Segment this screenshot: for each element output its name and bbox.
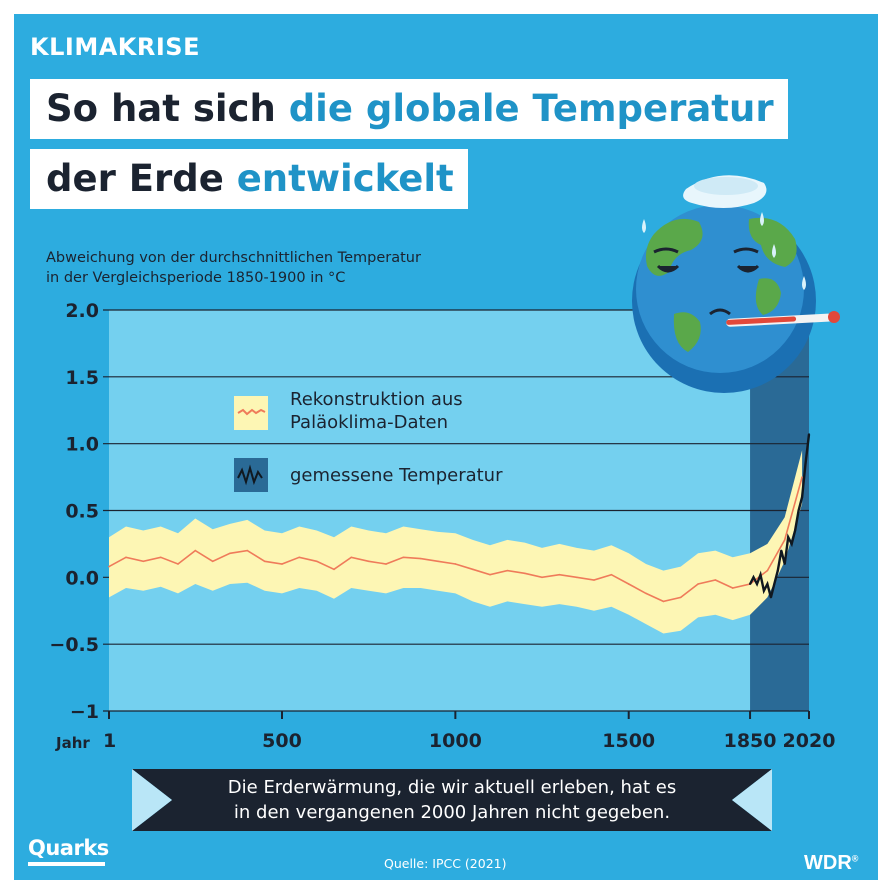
reconstruction-line xyxy=(108,476,803,603)
x-tick-label: 500 xyxy=(262,730,302,752)
measured-point xyxy=(752,576,755,579)
headline-line-1-plain: So hat sich xyxy=(46,87,289,130)
banner-tip-left xyxy=(132,769,172,831)
sweat-drops-icon xyxy=(642,212,806,290)
measured-point xyxy=(801,496,804,499)
temperature-chart: 2.01.51.00.50.0−0.5−1 Jahr 1 500 1000 1500 18… xyxy=(49,175,840,752)
legend-label-measured: gemessene Temperatur xyxy=(290,465,503,486)
y-tick-label: 1.0 xyxy=(65,434,99,456)
measured-point xyxy=(773,583,776,586)
y-tick-label: 0.0 xyxy=(65,567,99,589)
measured-point xyxy=(787,536,790,539)
banner-shape xyxy=(132,769,772,831)
y-tick-label: 1.5 xyxy=(65,367,99,389)
measured-point xyxy=(783,562,786,565)
sick-earth-illustration xyxy=(632,175,840,393)
y-tick-label: 2.0 xyxy=(65,300,99,322)
y-tick-label: 0.5 xyxy=(65,501,99,523)
measured-point xyxy=(749,583,752,586)
y-tick-label: −1 xyxy=(70,701,99,723)
reconstruction-band xyxy=(109,450,803,634)
measured-point xyxy=(804,462,807,465)
x-tick-label: 1 xyxy=(103,730,116,752)
kicker-label: KLIMAKRISE xyxy=(30,33,200,61)
x-tick-label: 2020 xyxy=(783,730,836,752)
key-message-line-1: Die Erderwärmung, die wir aktuell erlebe… xyxy=(227,777,677,798)
axis-description-line-1: Abweichung von der durchschnittlichen Te… xyxy=(46,250,421,266)
source-label: Quelle: IPCC (2021) xyxy=(384,856,507,871)
quarks-logo: Quarks xyxy=(28,836,109,860)
legend-measured-line xyxy=(237,464,263,486)
key-message-text: Die Erderwärmung, die wir aktuell erlebe… xyxy=(172,769,732,831)
banner-tip-right xyxy=(732,769,772,831)
axis-description-line-2: in der Vergleichsperiode 1850-1900 in °C xyxy=(46,270,346,286)
x-axis-label: Jahr xyxy=(55,734,90,752)
legend-band-line xyxy=(237,408,266,416)
legend-label-reconstruction-1: Rekonstruktion aus xyxy=(290,389,463,410)
measured-point xyxy=(797,509,800,512)
measured-point xyxy=(755,583,758,586)
measured-point xyxy=(776,569,779,572)
measured-point xyxy=(766,583,769,586)
headline-line-1-accent: die globale Temperatur xyxy=(288,87,774,130)
headline-line-2-plain: der Erde xyxy=(46,157,237,200)
quarks-logo-underline xyxy=(28,862,105,866)
headline-line-2-accent: entwickelt xyxy=(236,157,454,200)
measured-point xyxy=(769,596,772,599)
continent-shape xyxy=(645,218,703,276)
continent-shape xyxy=(673,312,701,352)
key-message-banner: Die Erderwärmung, die wir aktuell erlebe… xyxy=(132,769,772,831)
axis-description: Abweichung von der durchschnittlichen Te… xyxy=(46,248,496,288)
continent-shape xyxy=(755,278,781,315)
key-message-line-2: in den vergangenen 2000 Jahren nicht geg… xyxy=(233,802,671,823)
legend-label-reconstruction-2: Paläoklima-Daten xyxy=(290,412,448,433)
measured-temperature-line xyxy=(749,434,811,598)
measured-point xyxy=(794,529,797,532)
headline-line-1: So hat sich die globale Temperatur xyxy=(30,79,788,139)
x-tick-label: 1000 xyxy=(429,730,482,752)
measured-point xyxy=(790,542,793,545)
infographic-card: KLIMAKRISE So hat sich die globale Tempe… xyxy=(14,14,878,880)
x-tick-label: 1850 xyxy=(724,730,777,752)
measured-point xyxy=(762,589,765,592)
wdr-logo: WDR® xyxy=(804,852,859,874)
x-tick-label: 1500 xyxy=(602,730,655,752)
measured-point xyxy=(780,549,783,552)
measured-point xyxy=(759,573,762,576)
measured-point xyxy=(808,433,810,436)
y-tick-label: −0.5 xyxy=(49,634,99,656)
headline-line-2: der Erde entwickelt xyxy=(30,149,468,209)
continent-shape xyxy=(748,217,797,267)
